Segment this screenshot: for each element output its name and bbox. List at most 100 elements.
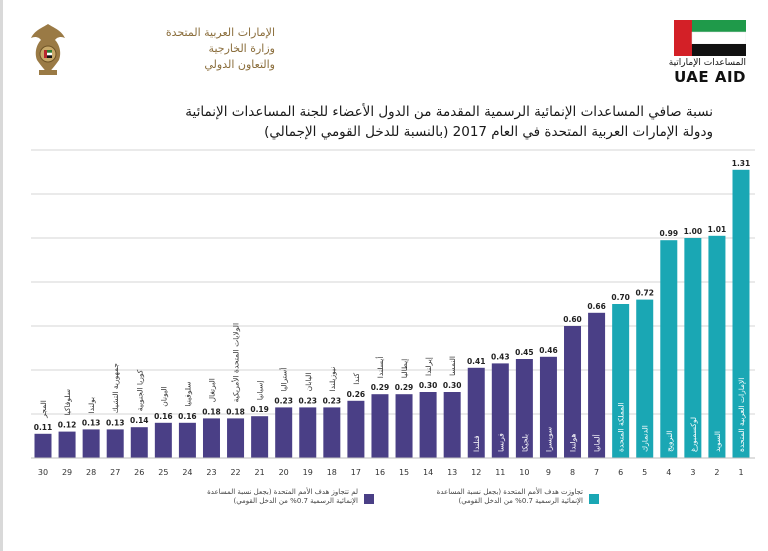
rank-label-26: 26 — [134, 468, 144, 477]
country-label-11: فرنسا — [496, 433, 505, 452]
bar-24 — [178, 422, 196, 458]
rank-label-27: 27 — [110, 468, 120, 477]
rank-label-14: 14 — [423, 468, 433, 477]
country-label-10: بلجيكا — [520, 434, 529, 452]
value-label-20: 0.23 — [274, 396, 293, 405]
uae-aid-english: UAE AID — [674, 68, 746, 86]
country-label-1: الإمارات العربية المتحدة — [737, 378, 746, 452]
country-label-22: الولايات المتحدة الأمريكية — [231, 323, 241, 402]
value-label-4: 0.99 — [660, 229, 679, 238]
value-label-30: 0.11 — [34, 423, 53, 432]
rank-label-13: 13 — [447, 468, 457, 477]
rank-label-11: 11 — [495, 468, 505, 477]
value-label-22: 0.18 — [226, 407, 245, 416]
legend-below-label: لم تتجاوز هدف الأمم المتحدة (بجعل نسبة ا… — [207, 488, 358, 505]
bar-20 — [275, 407, 293, 458]
rank-label-8: 8 — [570, 468, 575, 477]
bar-12 — [467, 367, 485, 458]
falcon-emblem-icon — [31, 24, 65, 75]
country-label-12: فنلندا — [472, 435, 481, 452]
rank-label-28: 28 — [86, 468, 96, 477]
uae-aid-logo: المساعدات الإماراتية UAE AID — [666, 20, 746, 86]
country-label-16: أيسلندا — [375, 357, 385, 379]
value-label-9: 0.46 — [539, 346, 558, 355]
rank-label-5: 5 — [642, 468, 647, 477]
value-label-24: 0.16 — [178, 412, 197, 421]
value-label-21: 0.19 — [250, 405, 269, 414]
bar-7 — [588, 312, 606, 458]
value-label-8: 0.60 — [563, 315, 582, 324]
country-label-17: كندا — [352, 373, 361, 385]
country-label-27: جمهورية التشيك — [111, 363, 120, 414]
bar-chart: 1.31 1 الإمارات العربية المتحدة 1.01 2 السويد… — [31, 149, 755, 477]
country-label-13: النمسا — [448, 356, 457, 376]
rank-label-10: 10 — [519, 468, 529, 477]
bar-5 — [636, 299, 654, 458]
ministry-line-3: والتعاون الدولي — [204, 58, 275, 71]
rank-label-25: 25 — [158, 468, 168, 477]
rank-label-22: 22 — [230, 468, 240, 477]
rank-label-16: 16 — [375, 468, 385, 477]
chart-title-line-2: ودولة الإمارات العربية المتحدة في العام … — [264, 124, 713, 140]
bar-11 — [491, 363, 509, 458]
bar-16 — [371, 394, 389, 458]
country-label-15: إيطاليا — [400, 359, 409, 378]
bar-9 — [539, 356, 557, 458]
bar-3 — [684, 238, 702, 458]
bar-21 — [251, 416, 269, 458]
country-label-6: المملكة المتحدة — [617, 402, 626, 452]
country-label-14: إيرلندا — [424, 357, 433, 376]
country-label-3: لوكسمبورغ — [689, 417, 698, 452]
grid-lines — [31, 149, 755, 415]
value-label-15: 0.29 — [395, 383, 414, 392]
bar-17 — [347, 400, 365, 458]
bar-8 — [564, 326, 582, 458]
value-label-26: 0.14 — [130, 416, 149, 425]
value-label-13: 0.30 — [443, 381, 462, 390]
country-label-19: اليابان — [304, 373, 313, 392]
rank-label-19: 19 — [303, 468, 313, 477]
country-label-5: الدنمارك — [641, 425, 650, 452]
bar-15 — [395, 394, 413, 458]
legend-below: لم تتجاوز هدف الأمم المتحدة (بجعل نسبة ا… — [188, 488, 374, 506]
bar-10 — [515, 359, 533, 458]
rank-label-18: 18 — [327, 468, 337, 477]
legend-below-swatch — [364, 494, 374, 504]
rank-label-21: 21 — [255, 468, 265, 477]
ministry-line-1: الإمارات العربية المتحدة — [165, 26, 275, 39]
chart-title-line-1: نسبة صافي المساعدات الإنمائية الرسمية ال… — [185, 104, 713, 120]
country-label-20: أستراليا — [279, 368, 289, 392]
bar-26 — [130, 427, 148, 458]
country-label-9: سويسرا — [544, 427, 553, 452]
country-label-18: نيوزيلندا — [328, 367, 337, 392]
country-label-30: المجر — [39, 400, 48, 419]
bar-2 — [708, 235, 726, 458]
rank-label-6: 6 — [618, 468, 623, 477]
country-label-8: هولندا — [569, 434, 578, 452]
legend-exceed-label: تجاوزت هدف الأمم المتحدة (بجعل نسبة المس… — [436, 488, 583, 505]
legend-exceed-swatch — [589, 494, 599, 504]
bar-29 — [58, 431, 76, 458]
uae-flag-icon — [674, 20, 746, 56]
country-label-29: سلوفاكيا — [63, 389, 72, 416]
rank-label-30: 30 — [38, 468, 48, 477]
bar-25 — [154, 422, 172, 458]
value-label-3: 1.00 — [684, 227, 703, 236]
bar-30 — [34, 433, 52, 458]
bars: 1.31 1 الإمارات العربية المتحدة 1.01 2 السويد… — [34, 159, 751, 477]
ministry-name: الإمارات العربية المتحدة وزارة الخارجية … — [80, 26, 275, 71]
value-label-27: 0.13 — [106, 418, 125, 427]
rank-label-4: 4 — [666, 468, 671, 477]
value-label-19: 0.23 — [299, 396, 318, 405]
rank-label-17: 17 — [351, 468, 361, 477]
value-label-12: 0.41 — [467, 357, 486, 366]
ministry-line-2: وزارة الخارجية — [208, 42, 275, 55]
bar-13 — [443, 392, 461, 458]
bar-14 — [419, 392, 437, 458]
rank-label-20: 20 — [279, 468, 289, 477]
bar-19 — [299, 407, 317, 458]
chart-title: نسبة صافي المساعدات الإنمائية الرسمية ال… — [63, 103, 713, 141]
rank-label-7: 7 — [594, 468, 599, 477]
value-label-11: 0.43 — [491, 352, 510, 361]
bar-6 — [612, 304, 630, 458]
